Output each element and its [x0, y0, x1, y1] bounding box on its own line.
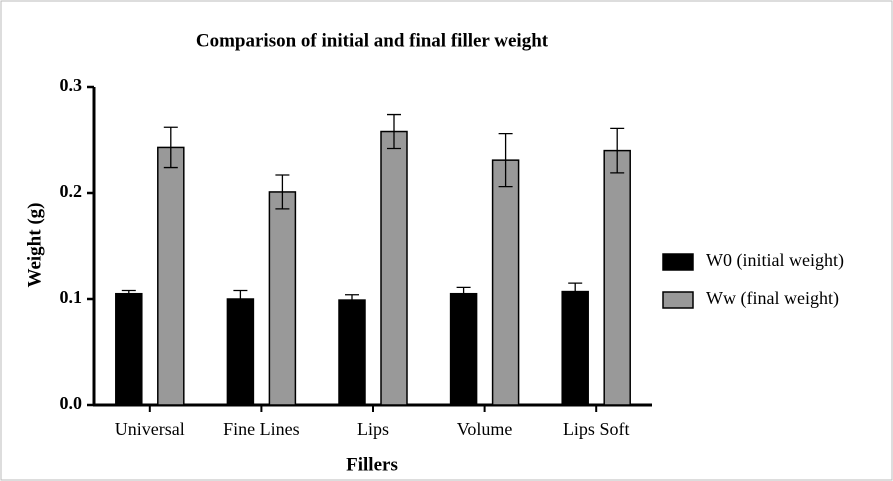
bar — [226, 298, 255, 406]
x-axis-label: Fillers — [346, 454, 398, 475]
error-bar — [610, 127, 625, 174]
error-bar — [568, 282, 583, 301]
error-bar — [456, 286, 471, 301]
chart-title: Comparison of initial and final filler w… — [196, 30, 549, 51]
error-bar — [498, 132, 513, 188]
error-bar — [233, 289, 248, 309]
legend-swatch — [662, 291, 694, 309]
bar — [380, 130, 408, 406]
y-axis-label: Weight (g) — [24, 203, 45, 288]
x-tick-label: Fine Lines — [223, 419, 300, 439]
bar — [338, 299, 366, 406]
bar — [268, 191, 297, 406]
bar — [157, 146, 185, 406]
legend-swatch — [662, 253, 694, 271]
error-bar — [275, 174, 290, 210]
x-tick-label: Lips Soft — [563, 419, 630, 439]
y-tick-label: 0.2 — [60, 181, 83, 201]
error-bar — [121, 289, 136, 298]
x-tick-label: Lips — [357, 419, 389, 439]
bar — [603, 149, 631, 406]
bar — [115, 292, 143, 406]
y-tick-label: 0.1 — [60, 287, 83, 307]
x-tick-label: Volume — [457, 419, 513, 439]
error-bar — [387, 113, 401, 150]
bar — [449, 292, 478, 406]
y-tick-label: 0.0 — [60, 393, 83, 413]
error-bar — [345, 294, 359, 307]
bar — [561, 290, 589, 406]
bar — [491, 159, 520, 406]
error-bar — [163, 126, 178, 169]
y-tick-label: 0.3 — [60, 75, 83, 95]
x-tick-label: Universal — [115, 419, 185, 439]
legend-label: W0 (initial weight) — [706, 250, 844, 271]
legend-label: Ww (final weight) — [706, 288, 839, 309]
